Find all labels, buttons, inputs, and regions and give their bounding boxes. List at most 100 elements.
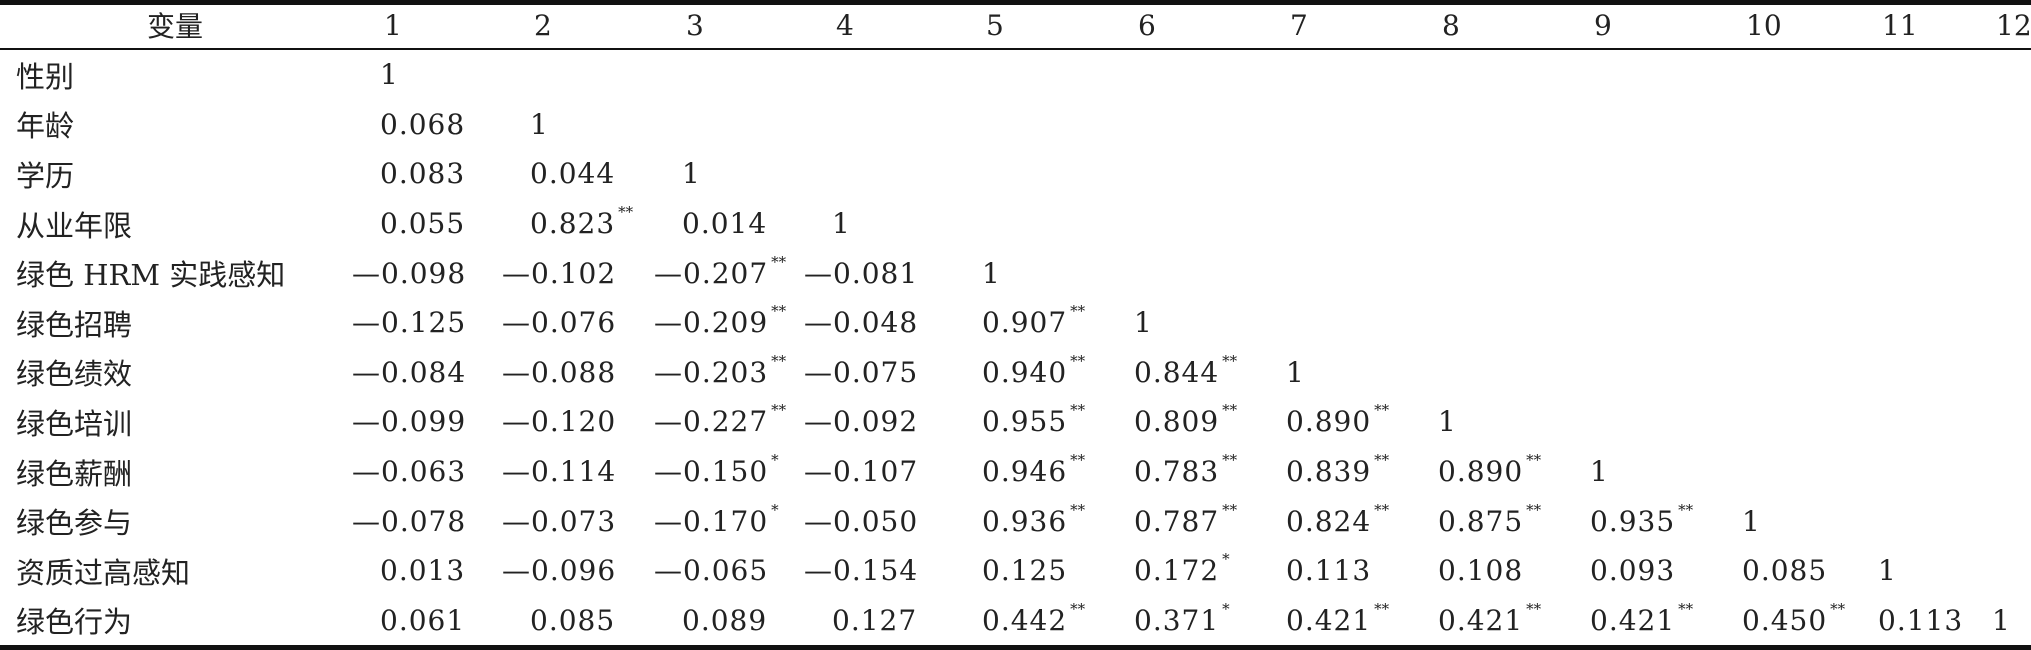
correlation-value: —0.098 xyxy=(352,256,467,290)
correlation-value: —0.107 xyxy=(804,455,919,489)
correlation-cell xyxy=(1972,496,2031,546)
correlation-value: 0.946 xyxy=(982,455,1068,489)
correlation-cell: —0.078 xyxy=(350,496,498,546)
correlation-cell xyxy=(1398,248,1550,298)
correlation-value: —0.114 xyxy=(502,455,617,489)
correlation-value: —0.203 xyxy=(654,355,769,389)
significance-marker: ** xyxy=(1678,500,1694,519)
row-label: 绿色培训 xyxy=(16,406,133,441)
correlation-value: 0.108 xyxy=(1438,554,1524,588)
correlation-value: 0.809 xyxy=(1134,405,1220,439)
correlation-cell: 0.113 xyxy=(1842,596,1972,646)
row-label: 绿色行为 xyxy=(16,605,133,640)
correlation-cell: 0.061 xyxy=(350,596,498,646)
significance-marker: ** xyxy=(1070,451,1086,470)
correlation-cell: 1 xyxy=(1246,348,1398,398)
correlation-cell xyxy=(942,149,1094,199)
correlation-cell: 0.890 ** xyxy=(1246,397,1398,447)
column-header-12: 12 xyxy=(1996,8,2031,42)
significance-marker: ** xyxy=(1222,451,1238,470)
correlation-cell: 0.085 xyxy=(1702,546,1842,596)
correlation-cell xyxy=(794,149,942,199)
correlation-cell: —0.084 xyxy=(350,348,498,398)
correlation-cell: 1 xyxy=(646,149,794,199)
correlation-cell xyxy=(1702,348,1842,398)
correlation-cell xyxy=(794,50,942,100)
row-label: 绿色 HRM 实践感知 xyxy=(16,258,286,293)
row-label: 绿色薪酬 xyxy=(16,456,133,491)
correlation-cell xyxy=(1972,199,2031,249)
significance-marker: ** xyxy=(1830,599,1846,618)
correlation-cell: 0.875 ** xyxy=(1398,496,1550,546)
correlation-value: —0.154 xyxy=(804,554,919,588)
correlation-value: —0.050 xyxy=(804,504,919,538)
correlation-cell: 0.787 ** xyxy=(1094,496,1246,546)
correlation-cell xyxy=(942,100,1094,150)
correlation-value: —0.081 xyxy=(804,256,919,290)
correlation-cell: —0.096 xyxy=(498,546,646,596)
significance-marker: ** xyxy=(1070,401,1086,420)
correlation-value: 0.450 xyxy=(1742,603,1828,637)
correlation-value: 0.823 xyxy=(530,207,616,241)
row-label: 年龄 xyxy=(16,109,75,144)
correlation-value: —0.065 xyxy=(654,554,769,588)
correlation-cell xyxy=(1398,149,1550,199)
correlation-cell: 1 xyxy=(1398,397,1550,447)
correlation-value: —0.048 xyxy=(804,306,919,340)
correlation-cell xyxy=(1702,447,1842,497)
column-header-10: 10 xyxy=(1746,8,1782,42)
correlation-value: —0.092 xyxy=(804,405,919,439)
significance-marker: ** xyxy=(1070,599,1086,618)
correlation-value: 0.940 xyxy=(982,355,1068,389)
correlation-cell: —0.170 * xyxy=(646,496,794,546)
correlation-value: —0.088 xyxy=(502,355,617,389)
correlation-cell: —0.099 xyxy=(350,397,498,447)
correlation-cell: 0.093 xyxy=(1550,546,1702,596)
correlation-cell xyxy=(1398,199,1550,249)
correlation-cell: 0.044 xyxy=(498,149,646,199)
correlation-value: 0.824 xyxy=(1286,504,1372,538)
correlation-cell: 0.839 ** xyxy=(1246,447,1398,497)
correlation-value: 0.421 xyxy=(1286,603,1372,637)
correlation-value: 0.875 xyxy=(1438,504,1524,538)
correlation-cell xyxy=(1246,100,1398,150)
correlation-value: 1 xyxy=(682,157,701,191)
correlation-cell: 0.421 ** xyxy=(1246,596,1398,646)
correlation-cell: 1 xyxy=(942,248,1094,298)
column-header-8: 8 xyxy=(1442,8,1460,42)
correlation-cell: 1 xyxy=(1094,298,1246,348)
correlation-cell: —0.048 xyxy=(794,298,942,348)
correlation-value: 0.936 xyxy=(982,504,1068,538)
correlation-cell: 1 xyxy=(1972,596,2031,646)
correlation-value: 0.935 xyxy=(1590,504,1676,538)
correlation-value: 0.068 xyxy=(380,107,466,141)
correlation-cell xyxy=(1094,199,1246,249)
variable-header: 变量 xyxy=(146,10,203,43)
correlation-cell: 0.371 * xyxy=(1094,596,1246,646)
correlation-cell: —0.227 ** xyxy=(646,397,794,447)
correlation-cell: 0.013 xyxy=(350,546,498,596)
correlation-cell: 0.890 ** xyxy=(1398,447,1550,497)
significance-marker: ** xyxy=(1070,500,1086,519)
correlation-value: —0.102 xyxy=(502,256,617,290)
significance-marker: ** xyxy=(1678,599,1694,618)
correlation-value: —0.120 xyxy=(502,405,617,439)
correlation-cell xyxy=(794,100,942,150)
correlation-cell: —0.098 xyxy=(350,248,498,298)
significance-marker: ** xyxy=(1526,500,1542,519)
table-header-rule xyxy=(0,48,2031,50)
correlation-cell xyxy=(1550,149,1702,199)
significance-marker: ** xyxy=(1070,302,1086,321)
significance-marker: * xyxy=(1222,599,1230,618)
correlation-cell xyxy=(942,199,1094,249)
correlation-value: 0.113 xyxy=(1286,554,1372,588)
significance-marker: * xyxy=(771,500,779,519)
correlation-cell xyxy=(1842,447,1972,497)
column-header-3: 3 xyxy=(686,8,704,42)
correlation-value: 0.061 xyxy=(380,603,466,637)
correlation-value: 0.014 xyxy=(682,207,768,241)
significance-marker: ** xyxy=(1374,500,1390,519)
row-label: 从业年限 xyxy=(16,208,133,243)
correlation-value: 0.093 xyxy=(1590,554,1676,588)
